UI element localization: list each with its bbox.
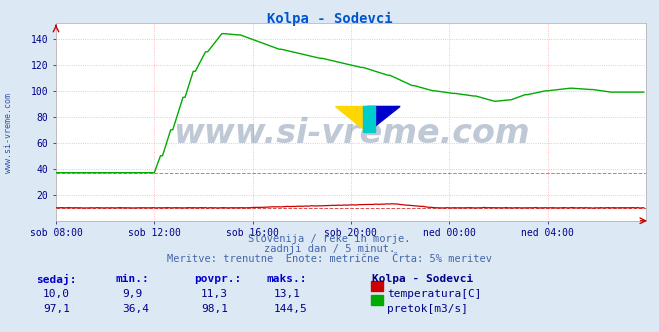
- Text: 10,0: 10,0: [43, 289, 70, 299]
- Text: pretok[m3/s]: pretok[m3/s]: [387, 304, 468, 314]
- Bar: [371, 281, 383, 290]
- Text: povpr.:: povpr.:: [194, 274, 242, 284]
- Text: 98,1: 98,1: [201, 304, 228, 314]
- Text: Kolpa - Sodevci: Kolpa - Sodevci: [267, 12, 392, 26]
- Text: maks.:: maks.:: [267, 274, 307, 284]
- Text: 9,9: 9,9: [122, 289, 142, 299]
- Text: 36,4: 36,4: [122, 304, 149, 314]
- Text: www.si-vreme.com: www.si-vreme.com: [4, 93, 13, 173]
- Polygon shape: [363, 107, 376, 132]
- Text: Slovenija / reke in morje.: Slovenija / reke in morje.: [248, 234, 411, 244]
- Text: 97,1: 97,1: [43, 304, 70, 314]
- Text: 11,3: 11,3: [201, 289, 228, 299]
- Polygon shape: [335, 107, 367, 132]
- Text: 13,1: 13,1: [273, 289, 301, 299]
- Text: Meritve: trenutne  Enote: metrične  Črta: 5% meritev: Meritve: trenutne Enote: metrične Črta: …: [167, 254, 492, 264]
- Polygon shape: [367, 107, 400, 132]
- Text: www.si-vreme.com: www.si-vreme.com: [173, 118, 529, 150]
- Text: sedaj:: sedaj:: [36, 274, 76, 285]
- Text: temperatura[C]: temperatura[C]: [387, 289, 481, 299]
- Text: 144,5: 144,5: [273, 304, 307, 314]
- Bar: [371, 295, 383, 305]
- Text: zadnji dan / 5 minut.: zadnji dan / 5 minut.: [264, 244, 395, 254]
- Text: min.:: min.:: [115, 274, 149, 284]
- Text: Kolpa - Sodevci: Kolpa - Sodevci: [372, 274, 474, 284]
